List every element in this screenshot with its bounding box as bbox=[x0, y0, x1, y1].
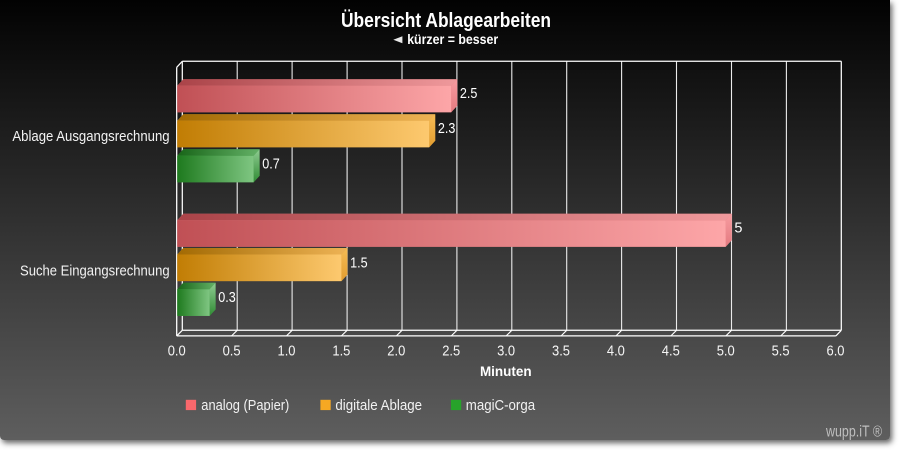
svg-text:0.0: 0.0 bbox=[168, 344, 186, 360]
svg-text:6.0: 6.0 bbox=[827, 344, 845, 360]
svg-text:1.0: 1.0 bbox=[278, 344, 296, 360]
svg-text:1.5: 1.5 bbox=[332, 344, 350, 360]
svg-text:Übersicht Ablagearbeiten: Übersicht Ablagearbeiten bbox=[341, 9, 551, 32]
svg-text:5.5: 5.5 bbox=[772, 344, 790, 360]
svg-text:Ablage Ausgangsrechnung: Ablage Ausgangsrechnung bbox=[12, 129, 169, 145]
svg-text:Minuten: Minuten bbox=[480, 364, 532, 379]
svg-text:3.0: 3.0 bbox=[497, 344, 515, 360]
svg-text:analog (Papier): analog (Papier) bbox=[201, 397, 289, 414]
svg-text:Suche Eingangsrechnung: Suche Eingangsrechnung bbox=[20, 263, 170, 279]
svg-text:kürzer = besser: kürzer = besser bbox=[407, 31, 498, 47]
svg-text:4.5: 4.5 bbox=[662, 344, 680, 360]
svg-text:1.5: 1.5 bbox=[350, 256, 368, 272]
svg-text:0.7: 0.7 bbox=[262, 157, 280, 173]
svg-text:3.5: 3.5 bbox=[552, 344, 570, 360]
svg-text:2.0: 2.0 bbox=[387, 344, 405, 360]
svg-text:4.0: 4.0 bbox=[607, 344, 625, 360]
svg-text:5.0: 5.0 bbox=[717, 344, 735, 360]
svg-text:magiC-orga: magiC-orga bbox=[466, 397, 536, 414]
svg-text:2.3: 2.3 bbox=[438, 121, 456, 137]
svg-text:2.5: 2.5 bbox=[442, 344, 460, 360]
svg-text:digitale Ablage: digitale Ablage bbox=[335, 397, 422, 414]
svg-text:0.3: 0.3 bbox=[218, 290, 236, 306]
svg-text:0.5: 0.5 bbox=[223, 344, 241, 360]
svg-text:2.5: 2.5 bbox=[460, 86, 478, 102]
svg-text:5: 5 bbox=[734, 221, 742, 237]
svg-text:wupp.iT ®: wupp.iT ® bbox=[825, 423, 882, 440]
